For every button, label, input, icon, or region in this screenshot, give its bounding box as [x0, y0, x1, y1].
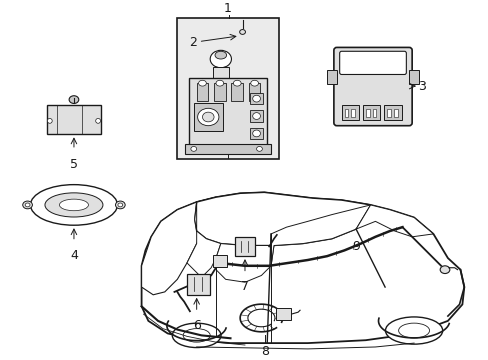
- Bar: [408, 69, 418, 84]
- Ellipse shape: [256, 147, 262, 151]
- Bar: [365, 109, 369, 117]
- Polygon shape: [270, 205, 370, 266]
- Text: 3: 3: [417, 80, 425, 93]
- Bar: [249, 110, 263, 122]
- Text: 5: 5: [70, 158, 78, 171]
- Ellipse shape: [252, 95, 260, 102]
- Bar: [249, 128, 263, 139]
- Polygon shape: [355, 205, 432, 237]
- Bar: [386, 109, 390, 117]
- Ellipse shape: [45, 193, 103, 217]
- Bar: [341, 105, 358, 120]
- Ellipse shape: [23, 201, 32, 209]
- Bar: [248, 83, 260, 100]
- Bar: [214, 83, 225, 100]
- Bar: [213, 255, 226, 267]
- Polygon shape: [186, 202, 221, 278]
- Ellipse shape: [30, 185, 117, 225]
- Ellipse shape: [215, 51, 226, 59]
- Ellipse shape: [385, 317, 442, 344]
- Bar: [184, 144, 270, 154]
- Text: 4: 4: [70, 249, 78, 262]
- Ellipse shape: [252, 113, 260, 120]
- Ellipse shape: [25, 203, 30, 207]
- Bar: [372, 109, 376, 117]
- Ellipse shape: [115, 201, 125, 209]
- Ellipse shape: [96, 118, 101, 123]
- Ellipse shape: [47, 118, 52, 123]
- Ellipse shape: [439, 266, 449, 274]
- Bar: [326, 69, 336, 84]
- Ellipse shape: [198, 80, 206, 86]
- Ellipse shape: [172, 323, 221, 347]
- Bar: [384, 105, 401, 120]
- Bar: [47, 105, 101, 134]
- Bar: [177, 18, 278, 158]
- Text: 6: 6: [192, 319, 200, 332]
- Text: 1: 1: [224, 1, 231, 14]
- Ellipse shape: [239, 30, 245, 34]
- Bar: [231, 83, 243, 100]
- FancyBboxPatch shape: [339, 51, 406, 75]
- Ellipse shape: [197, 108, 219, 126]
- Text: 2: 2: [188, 36, 196, 49]
- Ellipse shape: [60, 199, 88, 211]
- Ellipse shape: [202, 112, 214, 122]
- Bar: [275, 308, 291, 320]
- Bar: [362, 105, 380, 120]
- Polygon shape: [142, 192, 464, 343]
- Bar: [213, 67, 228, 78]
- Bar: [188, 78, 266, 146]
- Bar: [193, 103, 223, 131]
- Ellipse shape: [216, 80, 224, 86]
- FancyBboxPatch shape: [333, 48, 411, 126]
- Bar: [186, 274, 210, 295]
- Ellipse shape: [183, 329, 210, 342]
- Bar: [235, 237, 254, 256]
- Ellipse shape: [118, 203, 122, 207]
- Text: 8: 8: [261, 345, 269, 358]
- Text: 7: 7: [241, 280, 248, 293]
- Polygon shape: [142, 197, 216, 295]
- Ellipse shape: [233, 80, 241, 86]
- Ellipse shape: [250, 80, 258, 86]
- Ellipse shape: [69, 96, 79, 103]
- Bar: [196, 83, 208, 100]
- Ellipse shape: [210, 50, 231, 68]
- Ellipse shape: [398, 323, 428, 338]
- Bar: [344, 109, 347, 117]
- Polygon shape: [194, 192, 370, 246]
- Ellipse shape: [190, 147, 196, 151]
- Ellipse shape: [252, 130, 260, 137]
- Polygon shape: [216, 244, 273, 282]
- Bar: [350, 109, 354, 117]
- Bar: [249, 93, 263, 104]
- Bar: [393, 109, 397, 117]
- Text: 9: 9: [351, 240, 359, 253]
